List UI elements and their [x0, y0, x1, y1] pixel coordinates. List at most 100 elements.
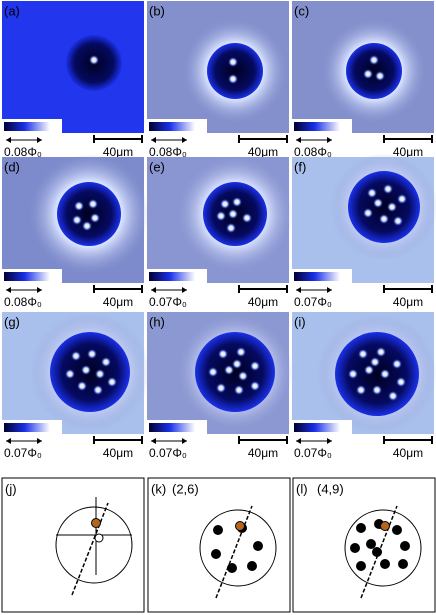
panel-label: (j) [5, 481, 17, 496]
flux-label: 0.07Φ₀ [294, 295, 332, 309]
vortex [228, 209, 238, 219]
colorbar [294, 272, 340, 281]
sample-disk [195, 332, 275, 412]
colorbar [294, 122, 340, 131]
image-panel: (d) 0.08Φ₀ 40μm [2, 154, 149, 309]
scale-label: 40μm [248, 446, 278, 460]
colorbar [4, 272, 50, 281]
vortex [101, 357, 111, 367]
vortex-marked [380, 521, 390, 531]
flux-label: 0.08Φ₀ [294, 145, 332, 159]
flux-label: 0.07Φ₀ [149, 446, 187, 460]
vortex [232, 359, 242, 369]
vortex [88, 199, 98, 209]
scale-label: 40μm [248, 145, 278, 159]
panel-label: (f) [294, 159, 306, 174]
schematic-panel: (j) [1, 477, 145, 613]
image-panel: (c)0.08Φ₀ 40μm [292, 1, 434, 159]
vortex-dot [247, 561, 257, 571]
sample-disk [57, 182, 121, 246]
vortex [71, 351, 81, 361]
vortex-dot [392, 525, 402, 535]
vortex-empty [94, 533, 104, 543]
vortex [250, 381, 260, 391]
vortex-dot [227, 563, 237, 573]
image-panel: (e) 0.07Φ₀ 40μm [147, 156, 293, 309]
vortex-dot [372, 547, 382, 557]
scale-bar-ends [383, 436, 433, 444]
vortex-dot [356, 561, 366, 571]
sample-disk [348, 171, 420, 243]
scale-label: 40μm [103, 446, 133, 460]
vortex-marked [235, 521, 245, 531]
scale-bar-ends [383, 285, 433, 293]
vortex [369, 55, 379, 65]
flux-label: 0.07Φ₀ [4, 446, 42, 460]
scale-bar-ends [93, 135, 143, 143]
scale-bar-ends [238, 135, 288, 143]
vortex [234, 385, 244, 395]
symmetry-line [71, 502, 109, 596]
flux-label: 0.07Φ₀ [294, 446, 332, 460]
vortex [363, 69, 373, 79]
configuration-label: (2,6) [172, 481, 199, 496]
schematic-panel: (k) (2,6) [147, 477, 291, 613]
panel-label: (g) [4, 314, 20, 329]
vortex-dot [253, 541, 263, 551]
vortex [397, 194, 407, 204]
vortex-dot [350, 543, 360, 553]
vortex [375, 71, 385, 81]
vortex [65, 369, 75, 379]
scale-label: 40μm [393, 295, 423, 309]
vortex [236, 347, 246, 357]
vortex [367, 188, 377, 198]
panel-label: (i) [294, 314, 306, 329]
scale-bar-ends [93, 436, 143, 444]
image-panel: (g) 0.07Φ₀ 40μm [2, 312, 150, 460]
configuration-label: (4,9) [317, 481, 344, 496]
vortex [77, 381, 87, 391]
colorbar [294, 423, 340, 432]
vortex-dot [213, 525, 223, 535]
symmetry-line [215, 505, 253, 599]
sample-outline [344, 509, 422, 587]
vortex [250, 361, 260, 371]
vortex [372, 385, 382, 395]
image-panel: (h) 0.07Φ₀ 40μm [147, 312, 293, 460]
vortex [387, 202, 397, 212]
scale-label: 40μm [393, 446, 423, 460]
vortex [364, 365, 374, 375]
vortex [95, 369, 105, 379]
vortex [363, 208, 373, 218]
vortex [224, 365, 234, 375]
vortex [72, 215, 82, 225]
panel-label: (l) [296, 481, 308, 496]
flux-label: 0.08Φ₀ [149, 145, 187, 159]
panel-label: (h) [149, 314, 165, 329]
vortex [216, 211, 226, 221]
scale-bar-ends [238, 436, 288, 444]
scale-label: 40μm [103, 295, 133, 309]
vortex [208, 367, 218, 377]
vortex [81, 365, 91, 375]
vortex [380, 369, 390, 379]
flux-label: 0.08Φ₀ [4, 145, 42, 159]
colorbar [149, 272, 195, 281]
scale-bar-ends [383, 135, 433, 143]
vortex [232, 197, 242, 207]
sample-disk [346, 43, 402, 99]
panel-label: (k) [151, 481, 166, 496]
panel-label: (d) [4, 159, 20, 174]
scale-bar-ends [93, 285, 143, 293]
vortex [396, 377, 406, 387]
vortex [376, 347, 386, 357]
vortex [358, 349, 368, 359]
scale-label: 40μm [103, 145, 133, 159]
vortex-dot [356, 523, 366, 533]
colorbar [4, 122, 50, 131]
image-panel: (a) 0.08Φ₀ 40μm [2, 1, 144, 159]
vortex-dot [400, 541, 410, 551]
vortex-marked [91, 518, 101, 528]
vortex [383, 184, 393, 194]
